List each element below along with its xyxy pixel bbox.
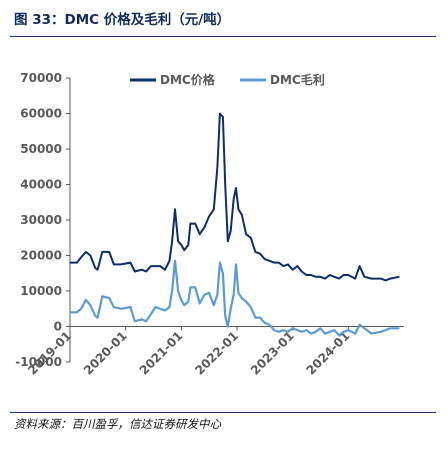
legend-label: DMC毛利 xyxy=(270,72,325,87)
x-tick-label: 2019-01 xyxy=(25,329,74,378)
chart-series xyxy=(70,112,400,337)
source-note: 资料来源：百川盈孚，信达证券研发中心 xyxy=(14,417,221,431)
y-tick-label: 30000 xyxy=(20,213,62,227)
x-tick-label: 2023-01 xyxy=(248,329,297,378)
top-rule xyxy=(10,36,436,37)
y-tick-label: 70000 xyxy=(20,71,62,85)
legend-label: DMC价格 xyxy=(160,72,216,87)
y-tick-label: 10000 xyxy=(20,284,62,298)
price-series-line xyxy=(70,112,400,282)
x-tick-label: 2024-01 xyxy=(304,329,353,378)
y-tick-label: 40000 xyxy=(20,178,62,192)
y-tick-label: -10000 xyxy=(15,355,62,369)
y-tick-label: 0 xyxy=(54,320,62,334)
y-tick-label: 50000 xyxy=(20,142,62,156)
bottom-rule xyxy=(10,412,436,413)
x-tick-label: 2022-01 xyxy=(192,329,241,378)
x-tick-label: 2020-01 xyxy=(81,329,130,378)
x-tick-label: 2021-01 xyxy=(137,329,186,378)
margin-series-line xyxy=(70,259,400,337)
y-tick-label: 60000 xyxy=(20,107,62,121)
chart-legend: DMC价格 DMC毛利 xyxy=(130,72,325,87)
figure-title: 图 33：DMC 价格及毛利（元/吨） xyxy=(14,12,231,28)
y-tick-label: 20000 xyxy=(20,249,62,263)
